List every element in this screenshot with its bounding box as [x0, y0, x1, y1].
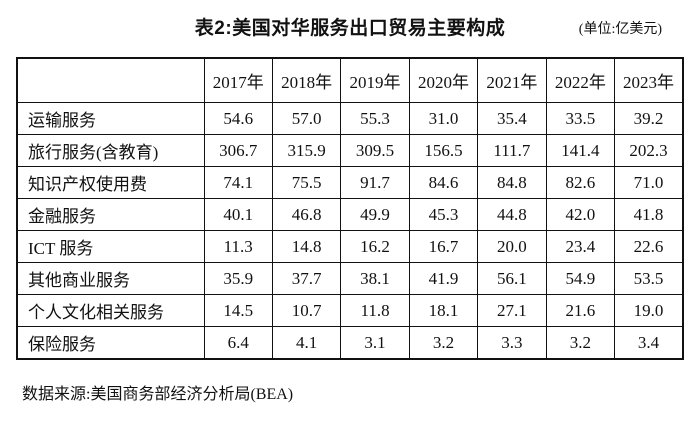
table-header-area: 表2:美国对华服务出口贸易主要构成 (单位:亿美元) [0, 0, 700, 57]
unit-label: (单位:亿美元) [578, 22, 662, 37]
value-cell: 18.1 [408, 294, 479, 327]
value-cell: 53.5 [614, 262, 684, 295]
value-cell: 91.7 [340, 166, 410, 199]
table-body: 运输服务 54.6 57.0 55.3 31.0 35.4 33.5 39.2 旅行服务(含教育… [16, 102, 684, 360]
year-header: 2020年 [408, 57, 479, 103]
value-cell: 57.0 [271, 102, 342, 135]
row-label-cell: 其他商业服务 [16, 262, 205, 295]
value-cell: 6.4 [203, 326, 273, 360]
value-cell: 42.0 [545, 198, 616, 231]
value-cell: 14.5 [203, 294, 273, 327]
value-cell: 3.2 [545, 326, 616, 360]
row-label-cell: 保险服务 [16, 326, 205, 360]
value-cell: 11.3 [203, 230, 273, 263]
value-cell: 19.0 [614, 294, 684, 327]
year-header: 2017年 [203, 57, 273, 103]
table-row: 金融服务 40.1 46.8 49.9 45.3 44.8 42.0 41.8 [16, 198, 684, 231]
data-table: 2017年 2018年 2019年 2020年 2021年 2022年 2023年 运输服务… [16, 57, 684, 360]
table-row: 知识产权使用费 74.1 75.5 91.7 84.6 84.8 82.6 71.0 [16, 166, 684, 199]
value-cell: 41.9 [408, 262, 479, 295]
value-cell: 35.4 [477, 102, 547, 135]
value-cell: 45.3 [408, 198, 479, 231]
value-cell: 49.9 [340, 198, 410, 231]
value-cell: 46.8 [271, 198, 342, 231]
value-cell: 82.6 [545, 166, 616, 199]
corner-cell [16, 57, 205, 103]
row-label-cell: ICT 服务 [16, 230, 205, 263]
value-cell: 16.7 [408, 230, 479, 263]
row-label-cell: 知识产权使用费 [16, 166, 205, 199]
table-row: 保险服务 6.4 4.1 3.1 3.2 3.3 3.2 3.4 [16, 326, 684, 360]
table-row: ICT 服务 11.3 14.8 16.2 16.7 20.0 23.4 22.6 [16, 230, 684, 263]
value-cell: 4.1 [271, 326, 342, 360]
value-cell: 141.4 [545, 134, 616, 167]
value-cell: 55.3 [340, 102, 410, 135]
value-cell: 33.5 [545, 102, 616, 135]
table-row: 个人文化相关服务 14.5 10.7 11.8 18.1 27.1 21.6 19.0 [16, 294, 684, 327]
value-cell: 38.1 [340, 262, 410, 295]
value-cell: 111.7 [477, 134, 547, 167]
value-cell: 156.5 [408, 134, 479, 167]
value-cell: 71.0 [614, 166, 684, 199]
value-cell: 22.6 [614, 230, 684, 263]
year-header: 2022年 [545, 57, 616, 103]
page-title: 表2:美国对华服务出口贸易主要构成 [194, 18, 506, 39]
value-cell: 74.1 [203, 166, 273, 199]
value-cell: 202.3 [614, 134, 684, 167]
value-cell: 75.5 [271, 166, 342, 199]
value-cell: 16.2 [340, 230, 410, 263]
value-cell: 21.6 [545, 294, 616, 327]
row-label-cell: 旅行服务(含教育) [16, 134, 205, 167]
year-header: 2019年 [340, 57, 410, 103]
value-cell: 35.9 [203, 262, 273, 295]
value-cell: 84.6 [408, 166, 479, 199]
value-cell: 14.8 [271, 230, 342, 263]
value-cell: 40.1 [203, 198, 273, 231]
value-cell: 54.6 [203, 102, 273, 135]
value-cell: 31.0 [408, 102, 479, 135]
value-cell: 41.8 [614, 198, 684, 231]
value-cell: 315.9 [271, 134, 342, 167]
value-cell: 20.0 [477, 230, 547, 263]
year-header: 2021年 [477, 57, 547, 103]
row-label-cell: 运输服务 [16, 102, 205, 135]
value-cell: 3.3 [477, 326, 547, 360]
table-row: 旅行服务(含教育) 306.7 315.9 309.5 156.5 111.7 141.4 2… [16, 134, 684, 167]
value-cell: 84.8 [477, 166, 547, 199]
value-cell: 309.5 [340, 134, 410, 167]
value-cell: 39.2 [614, 102, 684, 135]
year-header: 2023年 [614, 57, 684, 103]
table-row: 运输服务 54.6 57.0 55.3 31.0 35.4 33.5 39.2 [16, 102, 684, 135]
table-row: 其他商业服务 35.9 37.7 38.1 41.9 56.1 54.9 53.5 [16, 262, 684, 295]
value-cell: 27.1 [477, 294, 547, 327]
value-cell: 54.9 [545, 262, 616, 295]
row-label-cell: 金融服务 [16, 198, 205, 231]
value-cell: 37.7 [271, 262, 342, 295]
value-cell: 23.4 [545, 230, 616, 263]
source-note: 数据来源:美国商务部经济分析局(BEA) [22, 386, 294, 403]
value-cell: 3.2 [408, 326, 479, 360]
row-label-cell: 个人文化相关服务 [16, 294, 205, 327]
value-cell: 44.8 [477, 198, 547, 231]
year-header: 2018年 [271, 57, 342, 103]
value-cell: 11.8 [340, 294, 410, 327]
value-cell: 10.7 [271, 294, 342, 327]
value-cell: 3.4 [614, 326, 684, 360]
header-row: 2017年 2018年 2019年 2020年 2021年 2022年 2023年 [16, 57, 684, 103]
value-cell: 306.7 [203, 134, 273, 167]
value-cell: 3.1 [340, 326, 410, 360]
value-cell: 56.1 [477, 262, 547, 295]
